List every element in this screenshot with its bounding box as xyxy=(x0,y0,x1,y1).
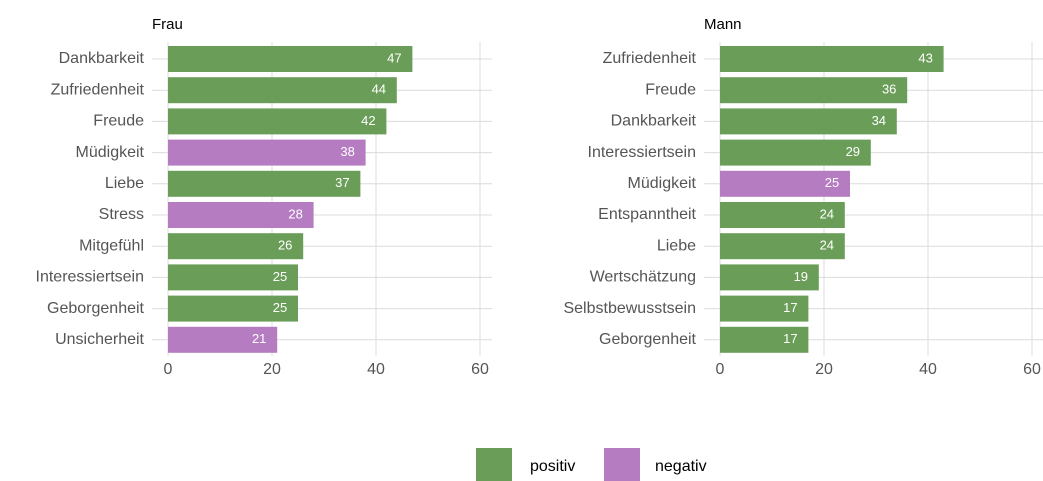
value-label: 47 xyxy=(387,50,401,65)
legend-label: negativ xyxy=(655,458,707,475)
bar xyxy=(720,264,819,291)
y-tick-label: Freude xyxy=(645,81,696,98)
y-tick-label: Interessiertsein xyxy=(588,144,697,161)
x-tick-label: 0 xyxy=(164,361,173,378)
panel-title: Mann xyxy=(704,16,742,33)
value-label: 36 xyxy=(882,82,896,97)
value-label: 17 xyxy=(783,331,797,346)
bar xyxy=(720,139,871,166)
y-tick-label: Wertschätzung xyxy=(590,269,696,286)
bar xyxy=(168,77,397,104)
bar xyxy=(720,295,809,322)
bar xyxy=(168,264,298,291)
value-label: 24 xyxy=(820,238,834,253)
value-label: 28 xyxy=(288,206,302,221)
x-tick-label: 20 xyxy=(263,361,281,378)
y-tick-label: Interessiertsein xyxy=(36,269,145,286)
y-tick-label: Geborgenheit xyxy=(599,331,697,348)
value-label: 42 xyxy=(361,113,375,128)
y-tick-label: Selbstbewusstsein xyxy=(563,300,696,317)
value-label: 43 xyxy=(918,50,932,65)
y-tick-label: Liebe xyxy=(657,237,696,254)
x-tick-label: 60 xyxy=(1023,361,1041,378)
value-label: 25 xyxy=(825,175,839,190)
bar xyxy=(720,233,845,260)
y-tick-label: Stress xyxy=(99,206,144,223)
y-tick-label: Liebe xyxy=(105,175,144,192)
x-tick-label: 20 xyxy=(815,361,833,378)
x-tick-label: 40 xyxy=(919,361,937,378)
bar xyxy=(720,108,897,135)
x-tick-label: 60 xyxy=(471,361,489,378)
legend-label: positiv xyxy=(530,458,575,475)
value-label: 34 xyxy=(872,113,886,128)
y-tick-label: Müdigkeit xyxy=(628,175,697,192)
value-label: 26 xyxy=(278,238,292,253)
y-tick-label: Dankbarkeit xyxy=(59,50,145,67)
value-label: 25 xyxy=(273,300,287,315)
bar xyxy=(168,295,298,322)
legend-swatch xyxy=(476,448,512,481)
y-tick-label: Zufriedenheit xyxy=(51,81,145,98)
y-tick-label: Freude xyxy=(93,113,144,130)
value-label: 29 xyxy=(846,144,860,159)
y-tick-label: Müdigkeit xyxy=(76,144,145,161)
bar xyxy=(720,46,944,72)
value-label: 25 xyxy=(273,269,287,284)
bar xyxy=(720,202,845,228)
bar xyxy=(168,326,278,353)
value-label: 38 xyxy=(340,144,354,159)
bar xyxy=(168,139,366,166)
y-tick-label: Geborgenheit xyxy=(47,300,145,317)
bar xyxy=(168,46,413,72)
legend-swatch xyxy=(604,448,640,481)
bar xyxy=(168,108,387,135)
y-tick-label: Mitgefühl xyxy=(79,237,144,254)
bar xyxy=(168,170,361,197)
bar xyxy=(720,77,908,104)
y-tick-label: Zufriedenheit xyxy=(603,50,697,67)
y-tick-label: Dankbarkeit xyxy=(611,113,697,130)
bar xyxy=(720,170,850,197)
value-label: 21 xyxy=(252,331,266,346)
bar xyxy=(168,233,304,260)
panel-title: Frau xyxy=(152,16,183,33)
bar xyxy=(168,202,314,228)
value-label: 37 xyxy=(335,175,349,190)
y-tick-label: Unsicherheit xyxy=(55,331,144,348)
x-tick-label: 0 xyxy=(716,361,725,378)
bar xyxy=(720,326,809,353)
value-label: 19 xyxy=(794,269,808,284)
x-tick-label: 40 xyxy=(367,361,385,378)
value-label: 44 xyxy=(372,82,386,97)
y-tick-label: Entspanntheit xyxy=(598,206,696,223)
value-label: 24 xyxy=(820,206,834,221)
value-label: 17 xyxy=(783,300,797,315)
